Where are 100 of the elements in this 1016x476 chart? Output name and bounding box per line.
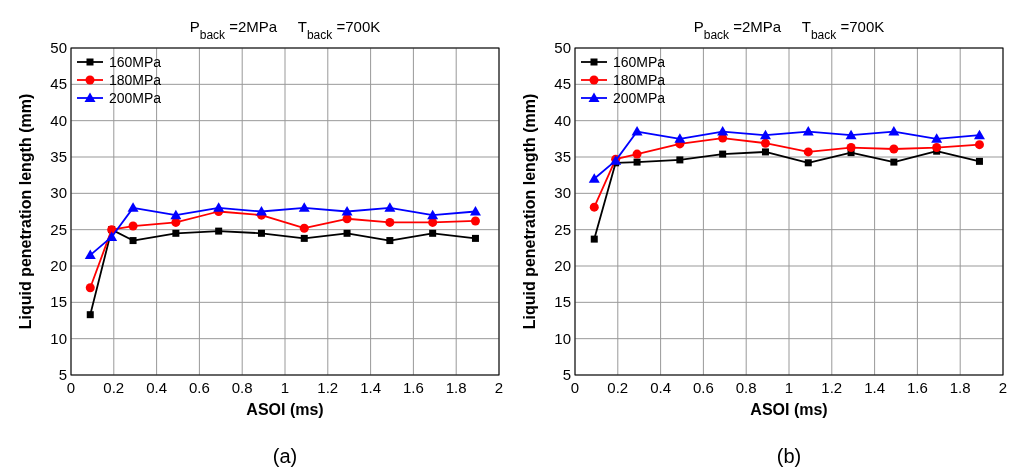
- point: [172, 229, 180, 237]
- point: [633, 158, 641, 166]
- y-axis-title: Liquid penetration length (mm): [17, 93, 34, 330]
- point: [588, 173, 600, 183]
- point: [257, 229, 265, 237]
- x-tick-label: 1: [784, 379, 794, 396]
- point: [343, 229, 351, 237]
- point: [889, 144, 899, 154]
- text: (a): [272, 445, 298, 467]
- point: [429, 229, 437, 237]
- point: [86, 311, 94, 319]
- y-tick-label: 40: [554, 111, 571, 129]
- point: [255, 206, 267, 216]
- point: [804, 159, 812, 167]
- text: (b): [776, 445, 802, 467]
- y-tick-label: 25: [554, 220, 571, 238]
- y-tick-label: 50: [50, 39, 67, 56]
- point: [890, 158, 898, 166]
- point: [759, 129, 771, 140]
- x-tick-label: 1.4: [864, 379, 886, 396]
- point: [129, 237, 137, 245]
- y-tick-label: 15: [554, 293, 571, 311]
- point: [128, 221, 138, 231]
- point: [717, 126, 729, 136]
- point: [931, 133, 943, 143]
- x-tick-label: 0.8: [231, 379, 253, 396]
- point: [470, 216, 480, 226]
- x-tick-label: 0.6: [692, 379, 714, 396]
- y-tick-label: 10: [554, 329, 571, 347]
- point: [298, 202, 310, 212]
- point: [589, 202, 599, 212]
- point: [386, 237, 394, 245]
- point: [631, 126, 643, 136]
- point: [803, 147, 813, 157]
- y-tick-label: 30: [554, 184, 571, 202]
- x-tick-label: 1.2: [821, 379, 843, 396]
- point: [590, 235, 598, 243]
- point: [299, 223, 309, 233]
- y-tick-label: 40: [50, 111, 67, 129]
- y-tick-label: 45: [50, 75, 67, 93]
- x-tick-label: 1.6: [906, 379, 928, 396]
- legend-label: 160MPa: [613, 54, 666, 70]
- x-axis-title: ASOI (ms): [246, 401, 324, 418]
- point: [845, 129, 857, 140]
- point: [85, 283, 95, 293]
- x-axis-title: ASOI (ms): [750, 401, 828, 418]
- point: [213, 202, 225, 212]
- point: [84, 249, 96, 260]
- point: [127, 202, 139, 212]
- chart-title: P$_{back}$ =2MPa T$_{back}$ =700K: [693, 18, 885, 42]
- x-tick-label: 1.6: [402, 379, 424, 396]
- point: [106, 231, 118, 241]
- chart-title: P$_{back}$ =2MPa T$_{back}$ =700K: [189, 18, 381, 42]
- y-tick-label: 35: [50, 148, 67, 165]
- x-tick-label: 1: [280, 379, 290, 396]
- y-axis-title: Liquid penetration length (mm): [521, 93, 538, 330]
- y-tick-label: 50: [554, 39, 571, 56]
- y-tick-label: 25: [50, 220, 67, 238]
- x-tick-label: 0.6: [188, 379, 210, 396]
- legend-label: 200MPa: [613, 90, 666, 106]
- point: [760, 138, 770, 148]
- x-tick-label: 0.4: [650, 379, 672, 396]
- x-tick-label: 0.4: [146, 379, 168, 396]
- legend-label: 200MPa: [109, 90, 162, 106]
- legend-label: 180MPa: [613, 72, 666, 88]
- point: [676, 156, 684, 164]
- x-tick-label: 1.8: [445, 379, 467, 396]
- y-tick-label: 30: [50, 184, 67, 202]
- x-tick-label: 2: [494, 379, 504, 396]
- y-tick-label: 35: [554, 148, 571, 165]
- x-tick-label: 0.8: [735, 379, 757, 396]
- x-tick-label: 1.8: [949, 379, 971, 396]
- point: [471, 234, 479, 242]
- point: [973, 129, 985, 140]
- x-tick-label: 0: [66, 379, 76, 396]
- point: [975, 157, 983, 165]
- y-tick-label: 5: [562, 366, 571, 383]
- point: [632, 149, 642, 159]
- point: [215, 227, 223, 235]
- y-tick-label: 45: [554, 75, 571, 93]
- legend-label: 180MPa: [109, 72, 162, 88]
- x-tick-label: 0.2: [103, 379, 125, 396]
- point: [341, 206, 353, 216]
- point: [469, 206, 481, 216]
- y-tick-label: 15: [50, 293, 67, 311]
- point: [719, 150, 727, 158]
- point: [384, 202, 396, 212]
- point: [932, 143, 942, 153]
- point: [427, 209, 439, 220]
- point: [802, 126, 814, 136]
- legend-label: 160MPa: [109, 54, 162, 70]
- point: [170, 209, 182, 220]
- x-tick-label: 0.2: [607, 379, 629, 396]
- x-tick-label: 2: [998, 379, 1008, 396]
- point: [888, 126, 900, 136]
- x-tick-label: 1.2: [317, 379, 339, 396]
- point: [385, 217, 395, 227]
- x-tick-label: 1.4: [360, 379, 382, 396]
- point: [300, 234, 308, 242]
- x-tick-label: 0: [570, 379, 580, 396]
